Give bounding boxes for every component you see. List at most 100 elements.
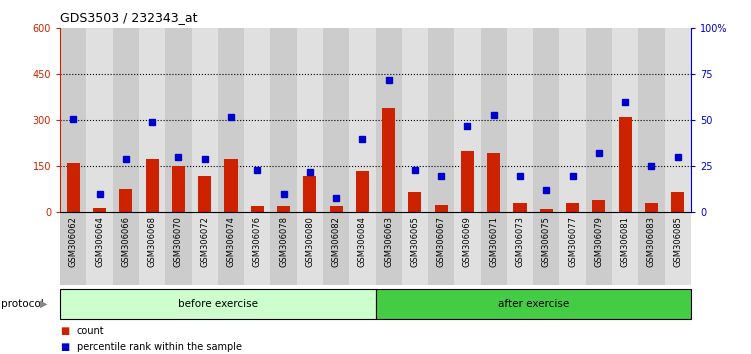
- Bar: [566, 203, 579, 212]
- Text: GSM306083: GSM306083: [647, 216, 656, 267]
- Bar: [60, 289, 376, 319]
- Bar: [323, 28, 349, 212]
- Bar: [507, 28, 533, 212]
- Bar: [297, 28, 323, 212]
- Bar: [244, 28, 270, 212]
- Bar: [428, 28, 454, 212]
- Bar: [454, 212, 481, 285]
- Text: GSM306065: GSM306065: [411, 216, 419, 267]
- Bar: [60, 28, 86, 212]
- Text: GSM306080: GSM306080: [306, 216, 314, 267]
- Bar: [113, 212, 139, 285]
- Bar: [559, 28, 586, 212]
- Bar: [402, 212, 428, 285]
- Bar: [330, 206, 342, 212]
- Text: GSM306075: GSM306075: [542, 216, 550, 267]
- Text: count: count: [77, 326, 104, 336]
- Text: GSM306072: GSM306072: [201, 216, 209, 267]
- Text: GSM306078: GSM306078: [279, 216, 288, 267]
- Bar: [481, 28, 507, 212]
- Bar: [409, 193, 421, 212]
- Bar: [218, 212, 244, 285]
- Text: GSM306079: GSM306079: [595, 216, 603, 267]
- Bar: [461, 151, 474, 212]
- Text: GSM306070: GSM306070: [174, 216, 182, 267]
- Text: ▶: ▶: [40, 298, 47, 309]
- Bar: [356, 171, 369, 212]
- Text: GSM306067: GSM306067: [437, 216, 445, 267]
- Text: ■: ■: [60, 326, 69, 336]
- Text: GSM306074: GSM306074: [227, 216, 235, 267]
- Bar: [665, 28, 691, 212]
- Bar: [665, 212, 691, 285]
- Bar: [251, 206, 264, 212]
- Text: GSM306062: GSM306062: [69, 216, 77, 267]
- Bar: [67, 163, 80, 212]
- Text: GSM306066: GSM306066: [122, 216, 130, 267]
- Bar: [586, 28, 612, 212]
- Bar: [376, 289, 691, 319]
- Bar: [172, 166, 185, 212]
- Bar: [146, 159, 158, 212]
- Text: GSM306069: GSM306069: [463, 216, 472, 267]
- Bar: [198, 176, 211, 212]
- Bar: [165, 28, 192, 212]
- Bar: [192, 28, 218, 212]
- Bar: [638, 212, 665, 285]
- Text: GSM306077: GSM306077: [569, 216, 577, 267]
- Bar: [533, 28, 559, 212]
- Bar: [225, 159, 237, 212]
- Bar: [86, 212, 113, 285]
- Bar: [586, 212, 612, 285]
- Bar: [376, 28, 402, 212]
- Bar: [559, 212, 586, 285]
- Bar: [454, 28, 481, 212]
- Bar: [119, 189, 132, 212]
- Text: GSM306068: GSM306068: [148, 216, 156, 267]
- Bar: [514, 203, 526, 212]
- Bar: [349, 28, 376, 212]
- Bar: [349, 212, 376, 285]
- Bar: [507, 212, 533, 285]
- Bar: [533, 212, 559, 285]
- Bar: [671, 193, 684, 212]
- Bar: [382, 108, 395, 212]
- Text: GSM306073: GSM306073: [516, 216, 524, 267]
- Bar: [323, 212, 349, 285]
- Bar: [139, 28, 165, 212]
- Bar: [612, 28, 638, 212]
- Text: GSM306064: GSM306064: [95, 216, 104, 267]
- Bar: [218, 28, 244, 212]
- Bar: [619, 117, 632, 212]
- Bar: [277, 206, 290, 212]
- Bar: [481, 212, 507, 285]
- Bar: [139, 212, 165, 285]
- Bar: [487, 153, 500, 212]
- Bar: [60, 212, 86, 285]
- Bar: [270, 28, 297, 212]
- Bar: [645, 203, 658, 212]
- Bar: [303, 176, 316, 212]
- Bar: [192, 212, 218, 285]
- Text: GSM306082: GSM306082: [332, 216, 340, 267]
- Text: ■: ■: [60, 342, 69, 352]
- Bar: [297, 212, 323, 285]
- Text: before exercise: before exercise: [178, 298, 258, 309]
- Bar: [638, 28, 665, 212]
- Bar: [93, 208, 106, 212]
- Bar: [244, 212, 270, 285]
- Text: GSM306081: GSM306081: [621, 216, 629, 267]
- Bar: [435, 205, 448, 212]
- Text: GSM306063: GSM306063: [385, 216, 393, 267]
- Bar: [612, 212, 638, 285]
- Bar: [540, 209, 553, 212]
- Text: GSM306084: GSM306084: [358, 216, 366, 267]
- Bar: [593, 200, 605, 212]
- Text: protocol: protocol: [1, 298, 44, 309]
- Text: GSM306071: GSM306071: [490, 216, 498, 267]
- Bar: [402, 28, 428, 212]
- Text: GSM306076: GSM306076: [253, 216, 261, 267]
- Text: after exercise: after exercise: [498, 298, 569, 309]
- Text: percentile rank within the sample: percentile rank within the sample: [77, 342, 242, 352]
- Bar: [86, 28, 113, 212]
